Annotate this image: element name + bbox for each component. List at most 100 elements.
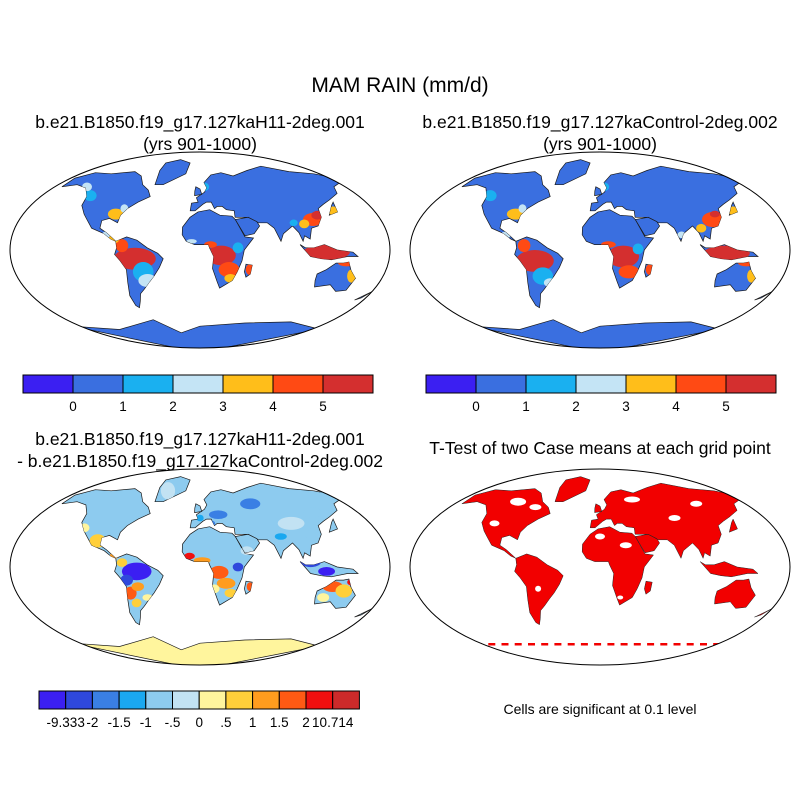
land-namerica (461, 488, 551, 559)
non-significant-cell (619, 542, 632, 549)
coastline (581, 526, 654, 606)
precip-region (518, 204, 527, 213)
colorbar-tick-label: 0 (69, 399, 77, 414)
colorbar-swatch (252, 690, 280, 710)
map-panel-case-control (409, 151, 791, 349)
precip-region (315, 491, 331, 501)
colorbar-tick-label: 1 (249, 715, 257, 730)
colorbar-swatch (222, 374, 274, 394)
colorbar-swatch (278, 690, 307, 710)
colorbar-swatch (91, 690, 120, 710)
significant-cell (580, 643, 588, 646)
land-eurasia (189, 482, 341, 560)
land-japan (328, 518, 338, 533)
land-japan (729, 519, 738, 533)
panel-title-line2: (yrs 901-1000) (543, 134, 657, 154)
precip-region (696, 223, 707, 233)
colorbar-tick-label: 1.5 (270, 715, 289, 730)
panel-title-line1: b.e21.B1850.f19_g17.127kaH11-2deg.001 (35, 112, 365, 132)
precip-region (240, 498, 261, 510)
non-significant-cell (510, 497, 527, 506)
land-indonesia (700, 561, 758, 577)
colorbar-swatch (22, 374, 74, 394)
significant-cell (647, 643, 655, 646)
precip-region (632, 243, 644, 255)
precip-region (107, 208, 124, 220)
colorbar-tick-label: 1 (119, 399, 127, 414)
coastline (728, 518, 738, 533)
precip-region (78, 494, 88, 501)
colorbar-tick-label: -.5 (165, 715, 181, 730)
significant-cell (673, 643, 681, 646)
precip-region (618, 265, 640, 279)
panel-title-line1: b.e21.B1850.f19_g17.127kaControl-2deg.00… (422, 112, 778, 132)
colorbar-tick-label: -2 (86, 715, 98, 730)
precip-region (116, 558, 128, 567)
precip-region (277, 516, 305, 530)
precip-region (115, 239, 129, 253)
map-panel-case-h11 (9, 151, 391, 349)
colorbar-swatch (575, 374, 627, 394)
coastline (634, 534, 660, 554)
coastline (594, 503, 603, 513)
land-uk (594, 503, 602, 513)
land-arabia (635, 534, 660, 553)
colorbar-tick-label: -9.333 (47, 715, 85, 730)
precip-region (516, 250, 554, 272)
panel-title-ttest: T-Test of two Case means at each grid po… (429, 438, 771, 458)
colorbar-tick-label: 1 (522, 399, 530, 414)
precip-region (289, 219, 298, 227)
land-greenland (555, 476, 591, 502)
significant-cell (726, 643, 734, 646)
colorbar-swatch (675, 374, 727, 394)
land-antarctica (72, 636, 324, 665)
precip-region (84, 190, 97, 202)
precip-region (160, 482, 176, 500)
significant-cell (554, 643, 562, 646)
colorbar-swatch (625, 374, 677, 394)
map-panel-difference (9, 468, 391, 666)
colorbar-tick-label: 10.714 (312, 715, 354, 730)
precip-region (607, 245, 639, 268)
colorbar-swatch (725, 374, 777, 394)
precip-region (131, 598, 142, 608)
precip-region (206, 245, 236, 266)
colorbar-swatch (305, 690, 334, 710)
colorbar-tick-label: 2 (169, 399, 177, 414)
colorbar-tick-label: 2 (572, 399, 580, 414)
coastline (699, 561, 759, 578)
land-australia (314, 261, 356, 292)
colorbar-case-control: 0 1 2 3 4 5 (425, 374, 777, 414)
land-antarctica (72, 319, 324, 348)
precip-region (303, 507, 322, 519)
land-africa (582, 526, 654, 606)
colorbar-swatch (525, 374, 577, 394)
map-frame (9, 468, 391, 666)
panel-title-line2: - b.e21.B1850.f19_g17.127kaControl-2deg.… (17, 451, 383, 471)
colorbar-tick-label: 3 (219, 399, 227, 414)
colorbar-tick-label: 5 (722, 399, 730, 414)
significant-cell (620, 643, 628, 646)
precip-region (317, 593, 330, 602)
precip-region (216, 577, 236, 589)
colorbar-swatch (332, 690, 360, 710)
land-antarctica (472, 319, 724, 348)
colorbar-swatch (322, 374, 374, 394)
precip-region (304, 530, 317, 539)
significant-cell (501, 643, 509, 646)
non-significant-cell (624, 496, 640, 503)
significant-cell (528, 643, 535, 646)
precip-region (209, 565, 229, 579)
map-panel-ttest (409, 468, 791, 666)
land-greenland (554, 159, 591, 186)
land-australia (714, 261, 756, 292)
precip-region (232, 562, 244, 572)
colorbar-tick-label: 0 (472, 399, 480, 414)
land-arabia (234, 216, 261, 237)
significant-cell (594, 643, 602, 646)
non-significant-cell (529, 504, 542, 511)
precip-region (184, 552, 195, 560)
colorbar-swatch (172, 374, 224, 394)
non-significant-cell (617, 595, 624, 600)
non-significant-cell (489, 520, 500, 527)
